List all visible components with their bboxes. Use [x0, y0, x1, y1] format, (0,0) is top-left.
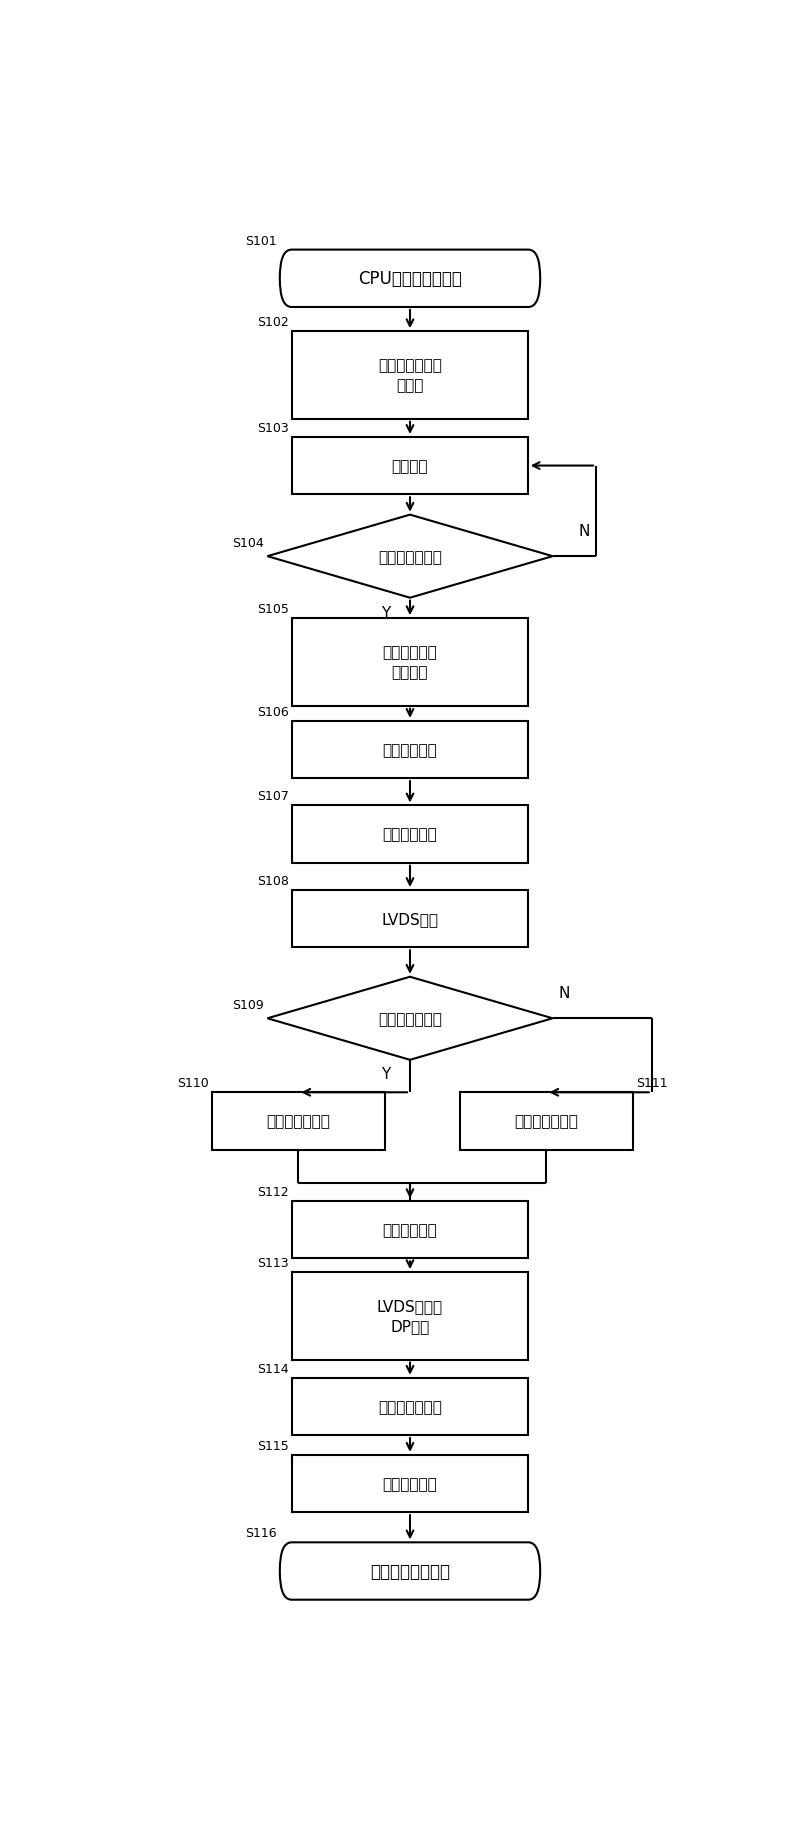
Text: 产生内建图形: 产生内建图形 [382, 828, 438, 842]
Text: LVDS解码: LVDS解码 [382, 912, 438, 926]
Text: 设置待测液晶
模组时序: 设置待测液晶 模组时序 [382, 645, 438, 680]
Text: 调节电源: 调节电源 [392, 459, 428, 474]
FancyBboxPatch shape [211, 1092, 386, 1150]
Text: 检测待测液晶模组: 检测待测液晶模组 [370, 1562, 450, 1581]
FancyBboxPatch shape [292, 722, 528, 778]
Text: S110: S110 [177, 1077, 209, 1090]
Text: 切换至外部数据: 切换至外部数据 [266, 1114, 330, 1128]
FancyBboxPatch shape [292, 1455, 528, 1513]
Text: 电源设定正常？: 电源设定正常？ [378, 549, 442, 565]
Text: N: N [578, 523, 590, 540]
FancyBboxPatch shape [292, 1272, 528, 1360]
Text: S113: S113 [258, 1256, 289, 1269]
Text: S107: S107 [258, 789, 289, 802]
Polygon shape [267, 977, 553, 1061]
Text: S103: S103 [258, 421, 289, 434]
Text: LVDS编码和
DP编码: LVDS编码和 DP编码 [377, 1298, 443, 1333]
Text: S111: S111 [636, 1077, 668, 1090]
Text: S116: S116 [245, 1526, 277, 1539]
Text: S104: S104 [233, 536, 264, 549]
Text: Y: Y [381, 605, 390, 622]
Text: 读取待测液晶模
组信息: 读取待测液晶模 组信息 [378, 359, 442, 394]
Text: 切换至内部数据: 切换至内部数据 [514, 1114, 578, 1128]
Text: S114: S114 [258, 1362, 289, 1375]
FancyBboxPatch shape [292, 890, 528, 948]
Text: Y: Y [381, 1066, 390, 1081]
FancyBboxPatch shape [292, 1378, 528, 1435]
FancyBboxPatch shape [292, 618, 528, 706]
Text: 模组信息校验: 模组信息校验 [382, 1477, 438, 1491]
FancyBboxPatch shape [459, 1092, 634, 1150]
Text: S106: S106 [258, 706, 289, 718]
Text: S112: S112 [258, 1185, 289, 1198]
Text: 打开信号及电源: 打开信号及电源 [378, 1398, 442, 1415]
Text: 发送图形信息: 发送图形信息 [382, 742, 438, 758]
Text: S108: S108 [258, 875, 289, 888]
FancyBboxPatch shape [292, 438, 528, 496]
FancyBboxPatch shape [292, 806, 528, 864]
Text: S109: S109 [233, 999, 264, 1012]
Text: S105: S105 [258, 603, 289, 616]
Text: S102: S102 [258, 315, 289, 328]
FancyBboxPatch shape [280, 250, 540, 308]
Text: N: N [558, 986, 570, 1001]
FancyBboxPatch shape [280, 1542, 540, 1601]
Text: CPU模块上电初始化: CPU模块上电初始化 [358, 270, 462, 288]
Text: S101: S101 [245, 235, 277, 248]
Text: 外部数据有效？: 外部数据有效？ [378, 1012, 442, 1026]
FancyBboxPatch shape [292, 332, 528, 419]
Text: S115: S115 [258, 1438, 289, 1451]
Polygon shape [267, 516, 553, 598]
FancyBboxPatch shape [292, 1201, 528, 1258]
Text: 图形数据处理: 图形数据处理 [382, 1223, 438, 1238]
